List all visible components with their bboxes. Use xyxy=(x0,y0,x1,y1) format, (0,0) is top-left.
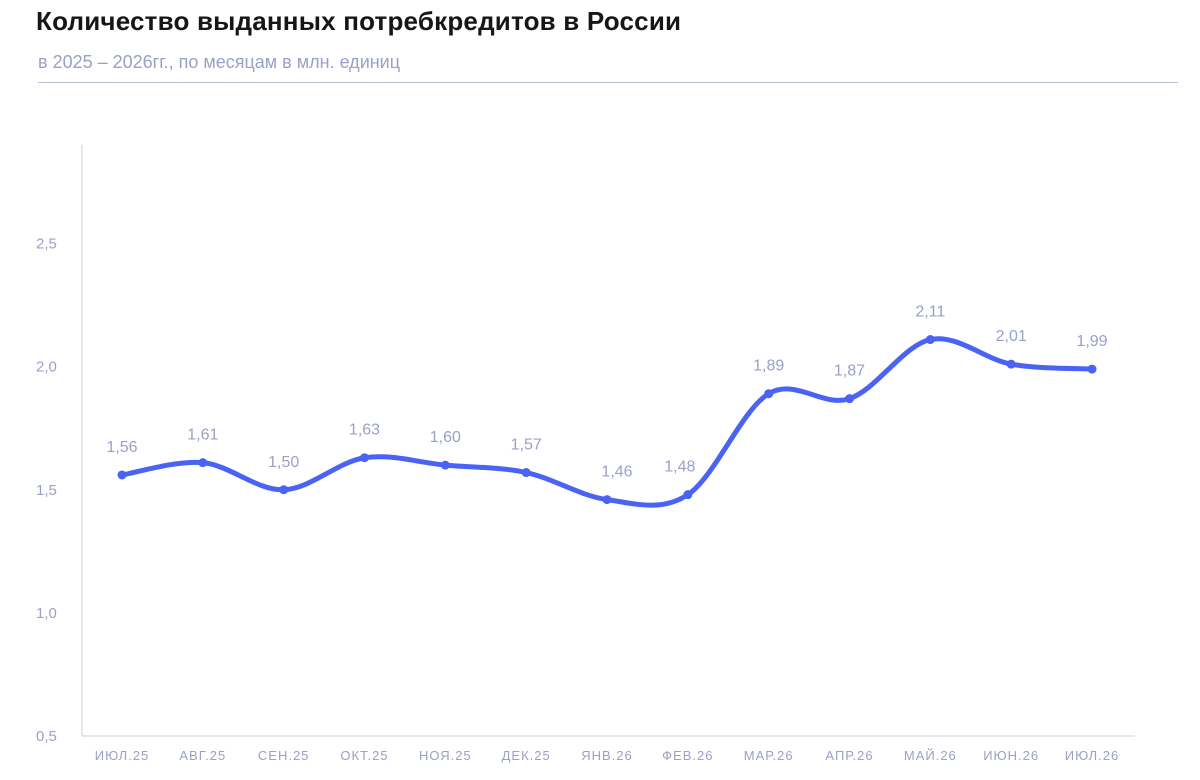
chart-subtitle: в 2025 – 2026гг., по месяцам в млн. един… xyxy=(38,52,401,72)
data-point xyxy=(198,458,208,468)
data-label: 1,46 xyxy=(601,464,632,481)
data-point xyxy=(683,490,693,500)
data-label: 1,56 xyxy=(106,439,137,456)
data-label: 2,01 xyxy=(996,328,1027,345)
y-tick-label: 2,5 xyxy=(36,236,57,253)
x-tick-label: ИЮН.26 xyxy=(983,748,1039,763)
x-tick-label: МАР.26 xyxy=(744,748,794,763)
x-axis-ticks: ИЮЛ.25 АВГ.25 СЕН.25 ОКТ.25 НОЯ.25 ДЕК.25 ЯНВ.… xyxy=(95,748,1120,763)
x-tick-label: МАЙ.26 xyxy=(904,748,957,763)
data-point xyxy=(1087,364,1097,374)
data-point xyxy=(440,460,450,470)
data-label: 1,63 xyxy=(349,422,380,439)
data-label: 2,11 xyxy=(915,304,945,321)
data-labels: 1,56 1,61 1,50 1,63 1,60 1,57 1,46 1,48 1,89 1,87… xyxy=(106,304,1107,481)
x-tick-label: ИЮЛ.26 xyxy=(1065,748,1120,763)
header-divider xyxy=(38,82,1178,83)
data-point xyxy=(279,485,289,495)
data-label: 1,48 xyxy=(664,459,695,476)
x-tick-label: ФЕВ.26 xyxy=(662,748,713,763)
y-tick-label: 1,5 xyxy=(36,482,57,499)
x-tick-label: ДЕК.25 xyxy=(502,748,551,763)
data-point xyxy=(764,389,774,399)
data-point xyxy=(360,453,369,463)
data-label: 1,60 xyxy=(430,429,461,446)
x-tick-label: СЕН.25 xyxy=(258,748,310,763)
data-label: 1,87 xyxy=(834,363,865,380)
data-point xyxy=(845,394,854,404)
x-tick-label: ИЮЛ.25 xyxy=(95,748,150,763)
x-tick-label: НОЯ.25 xyxy=(419,748,472,763)
data-label: 1,57 xyxy=(511,437,542,454)
y-tick-label: 0,5 xyxy=(36,728,57,745)
data-points xyxy=(117,335,1097,505)
data-label: 1,61 xyxy=(187,427,218,444)
chart-title: Количество выданных потребкредитов в Рос… xyxy=(36,6,682,36)
data-label: 1,89 xyxy=(753,358,784,375)
chart-axes xyxy=(81,145,1135,737)
data-point xyxy=(521,468,531,478)
x-tick-label: ЯНВ.26 xyxy=(581,748,633,763)
data-label: 1,99 xyxy=(1076,333,1107,350)
x-tick-label: ОКТ.25 xyxy=(340,748,388,763)
x-tick-label: АПР.26 xyxy=(825,748,873,763)
y-tick-label: 2,0 xyxy=(36,359,57,376)
y-tick-label: 1,0 xyxy=(36,605,57,622)
x-tick-label: АВГ.25 xyxy=(179,748,226,763)
data-point xyxy=(925,335,935,345)
data-point xyxy=(117,470,127,480)
y-axis-ticks: 0,5 1,0 1,5 2,0 2,5 xyxy=(36,236,57,746)
data-point xyxy=(1006,359,1016,369)
data-label: 1,50 xyxy=(268,454,299,471)
data-point xyxy=(602,495,612,505)
